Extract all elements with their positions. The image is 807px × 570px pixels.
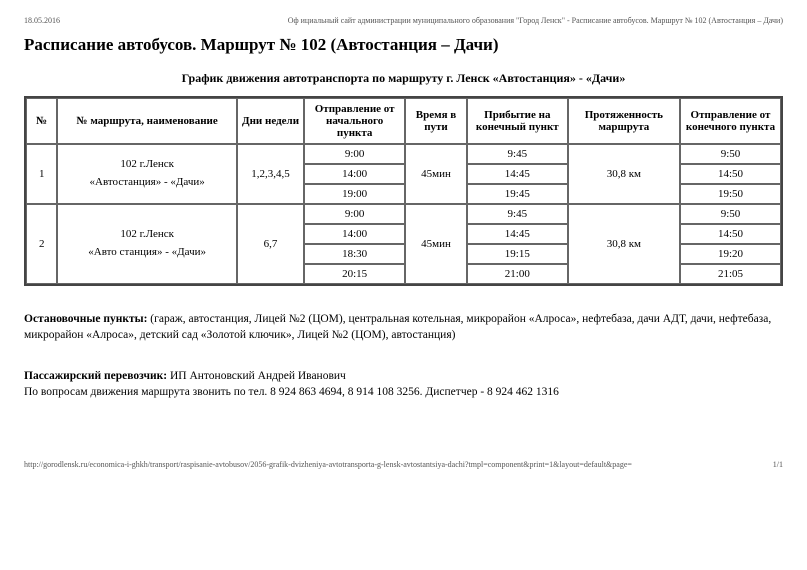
cell-dep: 19:00 bbox=[304, 184, 405, 204]
col-days: Дни недели bbox=[237, 98, 304, 144]
col-travel: Время в пути bbox=[405, 98, 467, 144]
col-distance: Протяженность маршрута bbox=[568, 98, 680, 144]
route-line1: 102 г.Ленск bbox=[64, 226, 229, 244]
cell-days: 6,7 bbox=[237, 204, 304, 284]
cell-ret: 19:20 bbox=[680, 244, 781, 264]
cell-arr: 19:45 bbox=[467, 184, 568, 204]
schedule-table: № № маршрута, наименование Дни недели От… bbox=[24, 96, 783, 286]
cell-num: 1 bbox=[26, 144, 57, 204]
print-header: 18.05.2016 Оф ициальный сайт администрац… bbox=[24, 16, 783, 25]
cell-dist: 30,8 км bbox=[568, 204, 680, 284]
route-line2: «Авто станция» - «Дачи» bbox=[64, 244, 229, 262]
cell-ret: 9:50 bbox=[680, 204, 781, 224]
cell-ret: 14:50 bbox=[680, 224, 781, 244]
cell-dep: 14:00 bbox=[304, 224, 405, 244]
cell-travel: 45мин bbox=[405, 144, 467, 204]
col-route: № маршрута, наименование bbox=[57, 98, 236, 144]
carrier-contacts: По вопросам движения маршрута звонить по… bbox=[24, 386, 559, 398]
cell-arr: 14:45 bbox=[467, 164, 568, 184]
route-line1: 102 г.Ленск bbox=[64, 156, 229, 174]
table-row: 2 102 г.Ленск «Авто станция» - «Дачи» 6,… bbox=[26, 204, 781, 224]
cell-ret: 19:50 bbox=[680, 184, 781, 204]
table-row: 1 102 г.Ленск «Автостанция» - «Дачи» 1,2… bbox=[26, 144, 781, 164]
cell-dep: 18:30 bbox=[304, 244, 405, 264]
cell-dep: 9:00 bbox=[304, 144, 405, 164]
print-date: 18.05.2016 bbox=[24, 16, 60, 25]
table-header-row: № № маршрута, наименование Дни недели От… bbox=[26, 98, 781, 144]
carrier-section: Пассажирский перевозчик: ИП Антоновский … bbox=[24, 369, 783, 400]
cell-ret: 21:05 bbox=[680, 264, 781, 284]
footer-url: http://gorodlensk.ru/economica-i-ghkh/tr… bbox=[24, 460, 632, 469]
cell-num: 2 bbox=[26, 204, 57, 284]
cell-arr: 19:15 bbox=[467, 244, 568, 264]
cell-ret: 14:50 bbox=[680, 164, 781, 184]
stops-label: Остановочные пункты: bbox=[24, 313, 147, 325]
cell-dep: 14:00 bbox=[304, 164, 405, 184]
cell-route: 102 г.Ленск «Авто станция» - «Дачи» bbox=[57, 204, 236, 284]
carrier-label: Пассажирский перевозчик: bbox=[24, 370, 167, 382]
cell-route: 102 г.Ленск «Автостанция» - «Дачи» bbox=[57, 144, 236, 204]
stops-section: Остановочные пункты: (гараж, автостанция… bbox=[24, 312, 783, 343]
print-site-title: Оф ициальный сайт администрации муниципа… bbox=[288, 16, 783, 25]
col-departure: Отправление от начального пункта bbox=[304, 98, 405, 144]
col-arrival: Прибытие на конечный пункт bbox=[467, 98, 568, 144]
cell-dist: 30,8 км bbox=[568, 144, 680, 204]
cell-travel: 45мин bbox=[405, 204, 467, 284]
footer-page: 1/1 bbox=[773, 460, 783, 469]
subtitle: График движения автотранспорта по маршру… bbox=[24, 71, 783, 86]
print-footer: http://gorodlensk.ru/economica-i-ghkh/tr… bbox=[24, 460, 783, 469]
carrier-name: ИП Антоновский Андрей Иванович bbox=[167, 370, 346, 382]
cell-dep: 9:00 bbox=[304, 204, 405, 224]
col-return: Отправление от конечного пункта bbox=[680, 98, 781, 144]
cell-arr: 9:45 bbox=[467, 144, 568, 164]
route-line2: «Автостанция» - «Дачи» bbox=[64, 174, 229, 192]
cell-days: 1,2,3,4,5 bbox=[237, 144, 304, 204]
cell-arr: 21:00 bbox=[467, 264, 568, 284]
cell-arr: 14:45 bbox=[467, 224, 568, 244]
cell-arr: 9:45 bbox=[467, 204, 568, 224]
cell-ret: 9:50 bbox=[680, 144, 781, 164]
page-title: Расписание автобусов. Маршрут № 102 (Авт… bbox=[24, 35, 783, 55]
cell-dep: 20:15 bbox=[304, 264, 405, 284]
col-number: № bbox=[26, 98, 57, 144]
